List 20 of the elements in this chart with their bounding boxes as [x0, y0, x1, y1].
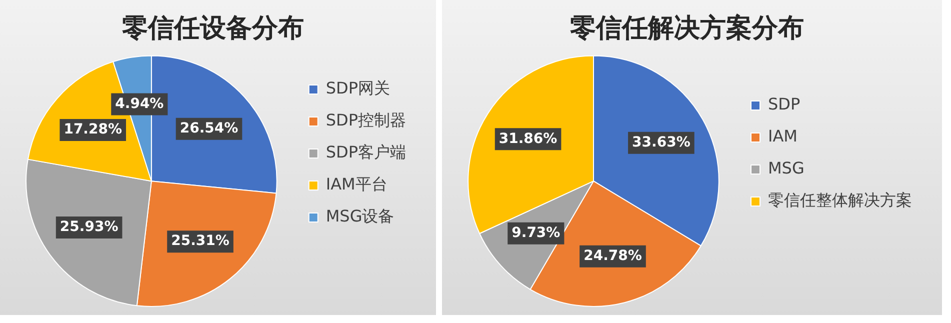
chart-title: 零信任设备分布	[122, 13, 304, 44]
data-label: 31.86%	[498, 130, 558, 147]
chart-title: 零信任解决方案分布	[570, 13, 804, 44]
legend-label: MSG设备	[326, 206, 394, 226]
data-label: 24.78%	[584, 248, 642, 264]
legend-label: IAM	[768, 126, 798, 146]
data-label: 4.94%	[115, 96, 164, 112]
data-label: 33.63%	[632, 134, 690, 150]
data-label: 25.93%	[60, 219, 118, 236]
data-label: 17.28%	[64, 122, 122, 138]
data-label: 25.31%	[171, 233, 230, 250]
legend-label: SDP	[768, 94, 800, 114]
data-label: 26.54%	[180, 120, 238, 136]
legend-label: SDP控制器	[326, 110, 406, 130]
data-label: 9.73%	[512, 224, 560, 241]
legend-label: IAM平台	[326, 174, 388, 194]
legend-label: 零信任整体解决方案	[768, 190, 912, 210]
legend-label: SDP网关	[326, 78, 390, 98]
legend-label: SDP客户端	[326, 142, 406, 162]
legend-label: MSG	[768, 158, 804, 178]
